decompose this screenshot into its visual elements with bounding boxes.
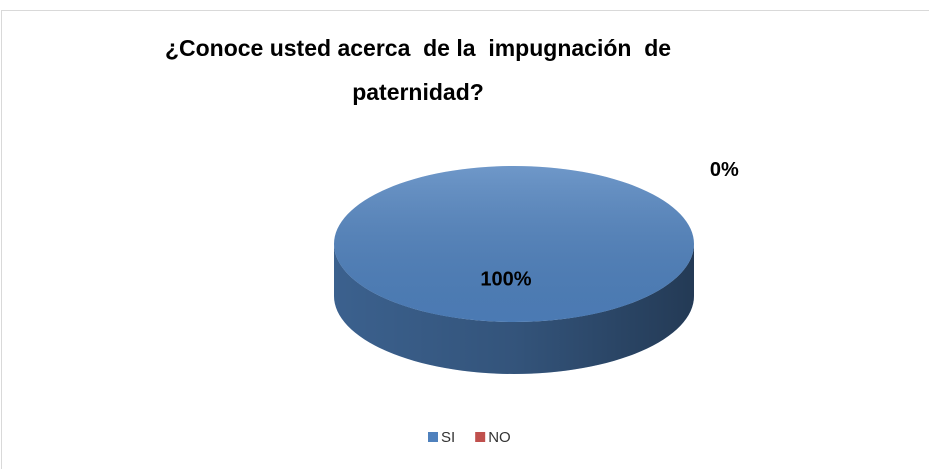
slice-shine <box>333 165 694 323</box>
chart-frame <box>1 10 929 469</box>
data-label: 0% <box>710 159 739 181</box>
legend-label: NO <box>488 429 511 446</box>
legend-swatch <box>428 432 438 442</box>
legend-swatch <box>475 432 486 442</box>
chart-title: ¿Conoce usted acerca de la impugnación d… <box>164 35 678 105</box>
legend-label: SI <box>441 429 455 446</box>
data-label: 100% <box>480 268 531 290</box>
slice-side-shade <box>334 244 694 374</box>
